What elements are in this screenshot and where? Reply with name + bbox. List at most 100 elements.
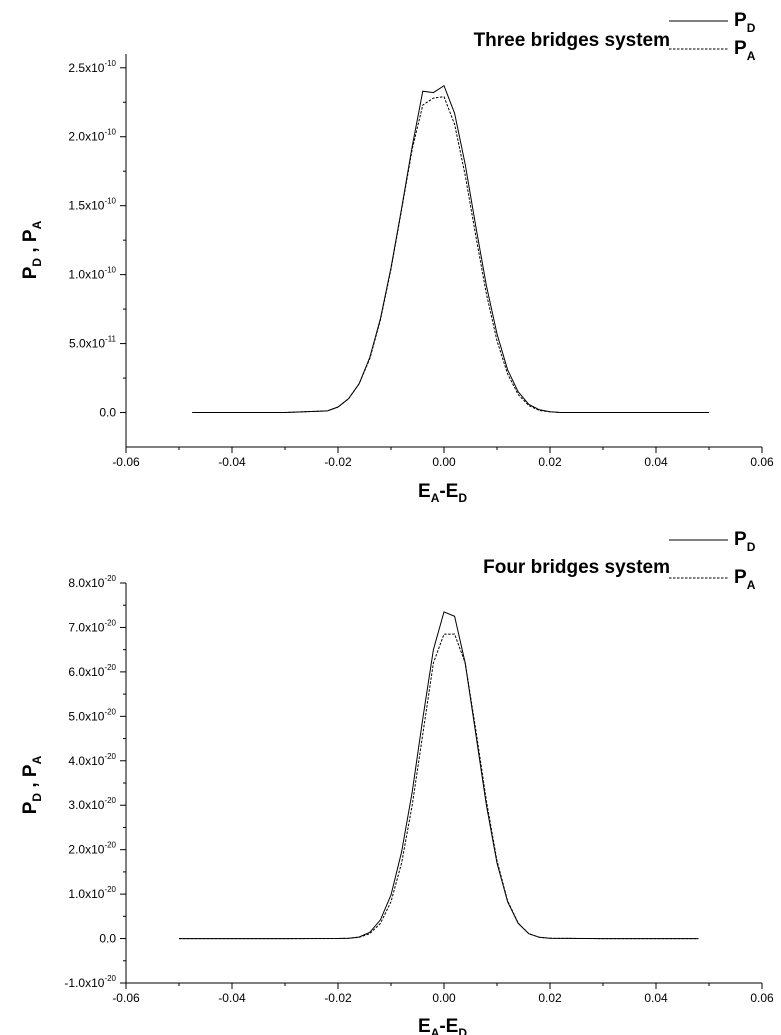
x-label-main: E xyxy=(418,1016,431,1035)
y-tick-mantissa: 5.0x10 xyxy=(68,709,104,723)
y-tick-label: 8.0x10-20 xyxy=(68,574,116,590)
y-tick-exponent: -20 xyxy=(104,663,116,672)
x-label-main: E xyxy=(418,481,431,502)
y-tick-label: 3.0x10-20 xyxy=(68,796,116,812)
y-tick-label: 2.0x10-20 xyxy=(68,841,116,857)
y-tick-mantissa: 1.0x10 xyxy=(68,887,104,901)
y-label-p1: P xyxy=(20,801,41,814)
x-label-sub2: D xyxy=(458,1026,467,1035)
x-tick-label: 0.00 xyxy=(432,455,456,469)
y-label-p2: P xyxy=(20,229,41,242)
y-tick-label: 4.0x10-20 xyxy=(68,752,116,768)
legend-label: PD xyxy=(734,529,756,554)
x-label-mid: -E xyxy=(439,481,458,502)
x-tick-label: 0.02 xyxy=(538,991,562,1005)
y-tick-label: 0.0 xyxy=(99,406,116,420)
y-axis-label: PD , PA xyxy=(20,755,44,814)
y-tick-exponent: -20 xyxy=(104,618,116,627)
x-tick-label: -0.06 xyxy=(112,455,140,469)
x-label-sub1: A xyxy=(431,491,440,505)
y-label-p2: P xyxy=(20,764,41,777)
series-line-pd xyxy=(192,84,709,413)
legend-label: PD xyxy=(734,10,756,35)
y-tick-label: 5.0x10-20 xyxy=(68,707,116,723)
chart-four-bridges: -0.06 -0.04 -0.02 0.00 0.02 0.04 0.06-1.0x10-2… xyxy=(20,529,774,1035)
y-tick-exponent: -11 xyxy=(105,335,117,344)
y-tick-mantissa: 4.0x10 xyxy=(68,754,104,768)
y-label-s2: A xyxy=(30,755,44,764)
y-tick-mantissa: 1.0x10 xyxy=(68,268,104,282)
y-tick-mantissa: 5.0x10 xyxy=(69,337,105,351)
y-tick-label: 7.0x10-20 xyxy=(68,618,116,634)
chart-title: Four bridges system xyxy=(483,557,670,578)
y-tick-exponent: -10 xyxy=(104,128,116,137)
y-tick-label: 1.0x10-10 xyxy=(68,266,116,282)
x-tick-label: 0.00 xyxy=(432,991,456,1005)
series-line-pa xyxy=(192,96,709,413)
x-tick-label: -0.06 xyxy=(112,991,140,1005)
x-tick-label: -0.04 xyxy=(218,991,246,1005)
x-tick-label: -0.02 xyxy=(324,991,352,1005)
y-tick-exponent: -20 xyxy=(104,752,116,761)
y-tick-exponent: -20 xyxy=(104,974,116,983)
x-label-sub2: D xyxy=(458,491,467,505)
y-tick-mantissa: -1.0x10 xyxy=(64,976,104,990)
y-tick-mantissa: 3.0x10 xyxy=(68,798,104,812)
y-tick-label: 1.0x10-20 xyxy=(68,885,116,901)
y-tick-exponent: -20 xyxy=(104,574,116,583)
legend-main: P xyxy=(734,10,747,31)
y-tick-mantissa: 1.5x10 xyxy=(68,199,104,213)
y-tick-mantissa: 2.5x10 xyxy=(68,61,104,75)
y-axis-label: PD , PA xyxy=(20,220,44,279)
x-axis-label: EA-ED xyxy=(418,481,467,505)
series-line-pd xyxy=(179,611,699,940)
legend-sub: A xyxy=(747,578,756,592)
y-tick-exponent: -20 xyxy=(104,796,116,805)
y-tick-label: 0.0 xyxy=(99,932,116,946)
y-label-p1: P xyxy=(20,266,41,279)
y-tick-exponent: -10 xyxy=(104,266,116,275)
x-tick-label: -0.02 xyxy=(324,455,352,469)
chart-title: Three bridges system xyxy=(474,30,670,51)
y-label-s2: A xyxy=(30,220,44,229)
legend-label: PA xyxy=(734,38,756,63)
y-tick-mantissa: 7.0x10 xyxy=(68,620,104,634)
legend-main: P xyxy=(734,38,747,59)
legend-sub: D xyxy=(747,540,756,554)
x-tick-label: 0.06 xyxy=(750,455,774,469)
y-tick-exponent: -10 xyxy=(104,197,116,206)
x-axis-label: EA-ED xyxy=(418,1016,467,1035)
y-tick-exponent: -10 xyxy=(104,59,116,68)
x-tick-label: 0.06 xyxy=(750,991,774,1005)
y-label-s1: D xyxy=(30,258,44,267)
y-tick-label: -1.0x10-20 xyxy=(64,974,116,990)
x-label-sub1: A xyxy=(431,1026,440,1035)
y-tick-exponent: -20 xyxy=(104,707,116,716)
y-tick-mantissa: 8.0x10 xyxy=(68,576,104,590)
y-tick-label: 1.5x10-10 xyxy=(68,197,116,213)
y-tick-mantissa: 0.0 xyxy=(99,406,116,420)
y-tick-exponent: -20 xyxy=(104,885,116,894)
legend-sub: D xyxy=(747,21,756,35)
y-tick-label: 2.0x10-10 xyxy=(68,128,116,144)
y-label-sep: , xyxy=(20,777,41,793)
y-tick-mantissa: 2.0x10 xyxy=(68,843,104,857)
chart-three-bridges: -0.06 -0.04 -0.02 0.00 0.02 0.04 0.06 0.0 5.0x10… xyxy=(20,10,774,505)
y-tick-mantissa: 6.0x10 xyxy=(68,665,104,679)
legend-main: P xyxy=(734,529,747,550)
x-tick-label: -0.04 xyxy=(218,455,246,469)
y-label-sep: , xyxy=(20,242,41,258)
y-tick-mantissa: 0.0 xyxy=(99,932,116,946)
legend-label: PA xyxy=(734,567,756,592)
x-tick-label: 0.04 xyxy=(644,991,668,1005)
legend-sub: A xyxy=(747,49,756,63)
y-label-s1: D xyxy=(30,793,44,802)
y-tick-exponent: -20 xyxy=(104,841,116,850)
y-tick-mantissa: 2.0x10 xyxy=(68,130,104,144)
y-tick-label: 5.0x10-11 xyxy=(69,335,117,351)
series-line-pa xyxy=(179,633,699,940)
x-tick-label: 0.02 xyxy=(538,455,562,469)
x-tick-label: 0.04 xyxy=(644,455,668,469)
y-tick-label: 6.0x10-20 xyxy=(68,663,116,679)
